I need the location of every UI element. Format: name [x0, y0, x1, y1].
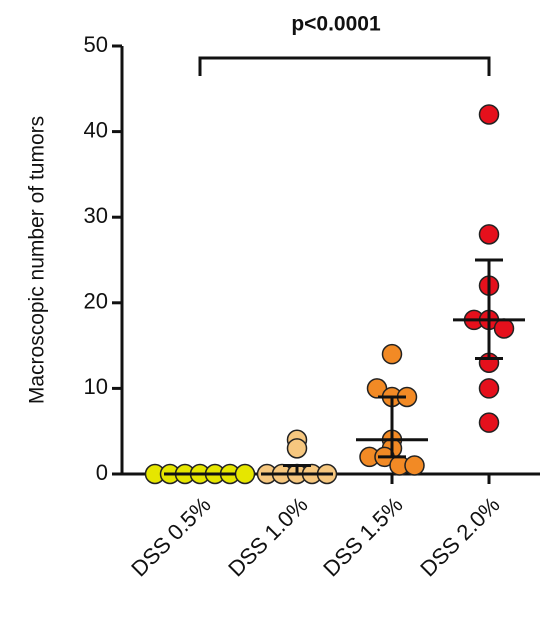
data-point [493, 318, 515, 339]
y-tick-label: 20 [84, 289, 108, 314]
data-point [478, 104, 500, 125]
x-tick-label: DSS 1.0% [223, 492, 312, 581]
significance-bracket [198, 56, 491, 76]
data-point [404, 455, 425, 476]
data-point [478, 224, 500, 245]
data-point [478, 412, 500, 433]
x-tick-label: DSS 1.5% [318, 492, 407, 581]
y-axis-label: Macroscopic number of tumors [26, 116, 49, 404]
y-tick-label: 30 [84, 203, 108, 228]
data-point [478, 378, 500, 399]
y-tick-label: 0 [96, 460, 108, 485]
data-point [286, 438, 308, 459]
y-tick-label: 40 [84, 117, 108, 142]
data-point [234, 463, 256, 485]
x-tick-label: DSS 2.0% [415, 492, 504, 581]
y-tick-label: 10 [84, 374, 108, 399]
data-point [381, 343, 403, 365]
annotation: p<0.0001 [291, 13, 381, 36]
y-tick-label: 50 [84, 32, 108, 57]
x-tick-label: DSS 0.5% [126, 492, 215, 581]
